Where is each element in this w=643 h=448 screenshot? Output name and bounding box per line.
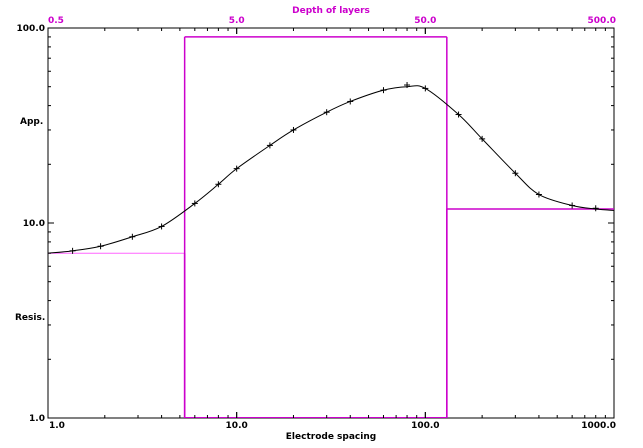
layer-model <box>48 36 614 418</box>
observed-point <box>266 142 273 149</box>
y-tick-label: 100.0 <box>17 24 45 34</box>
top-tick-label: 500.0 <box>588 16 616 26</box>
observed-point <box>233 165 240 172</box>
observed-point <box>347 98 354 105</box>
observed-points <box>69 82 599 254</box>
y-tick-label: 10.0 <box>23 219 45 229</box>
top-axis-label: Depth of layers <box>292 6 370 16</box>
observed-point <box>592 205 599 212</box>
observed-point <box>404 82 411 89</box>
observed-point <box>215 181 222 188</box>
observed-point <box>535 191 542 198</box>
observed-point <box>422 85 429 92</box>
observed-point <box>290 126 297 133</box>
x-tick-label: 10.0 <box>226 421 248 431</box>
x-tick-label: 1000.0 <box>581 421 616 431</box>
top-tick-label: 50.0 <box>414 16 436 26</box>
observed-point <box>97 243 104 250</box>
observed-point <box>380 87 387 94</box>
x-axis-ticks: 1.0 10.0 100.0 1000.0 <box>47 28 616 431</box>
calculated-curve-line <box>47 85 615 254</box>
observed-point <box>191 200 198 207</box>
observed-point <box>569 202 576 209</box>
observed-point <box>512 170 519 177</box>
plot-frame <box>47 27 615 419</box>
y-axis-label-top: App. <box>20 117 43 127</box>
x-tick-label: 1.0 <box>49 421 65 431</box>
top-tick-label: 0.5 <box>48 16 64 26</box>
top-axis-ticks: 0.5 5.0 50.0 500.0 <box>48 16 616 26</box>
y-axis-ticks: 1.0 10.0 100.0 <box>17 24 614 424</box>
top-tick-label: 5.0 <box>229 16 245 26</box>
observed-point <box>323 109 330 116</box>
observed-point <box>455 111 462 118</box>
observed-point <box>158 223 165 230</box>
y-tick-label: 1.0 <box>29 414 45 424</box>
calculated-curve <box>47 85 615 254</box>
x-axis-label: Electrode spacing <box>286 432 376 442</box>
y-axis-label-bottom: Resis. <box>15 313 45 323</box>
x-tick-label: 100.0 <box>411 421 439 431</box>
observed-point <box>479 135 486 142</box>
observed-point <box>129 233 136 240</box>
observed-point <box>69 247 76 254</box>
